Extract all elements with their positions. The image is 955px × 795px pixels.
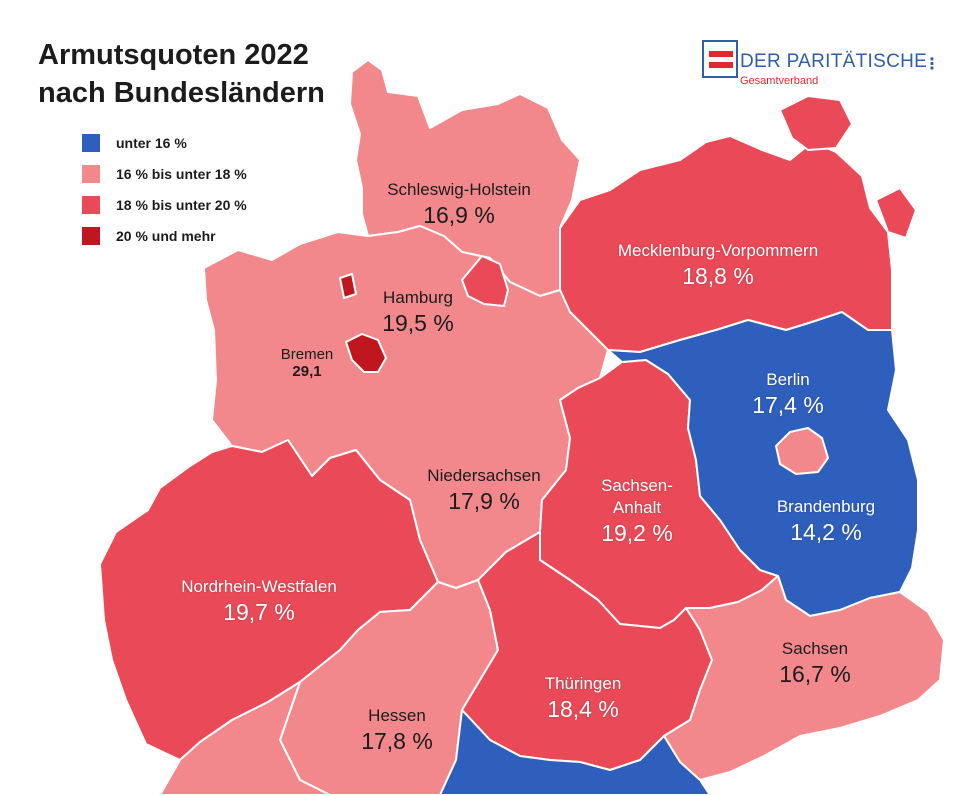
legend-label: unter 16 % (116, 135, 187, 151)
region-rheinland-pfalz (159, 681, 331, 795)
map-title-line1: Armutsquoten 2022 (38, 39, 309, 71)
label-thueringen: Thüringen 18,4 % (545, 673, 622, 723)
region-name: Mecklenburg-Vorpommern (617, 241, 819, 260)
region-value: 18,8 % (682, 263, 754, 289)
region-bayern (439, 709, 711, 795)
region-name: Hamburg (383, 288, 453, 307)
legend-swatch (82, 227, 100, 245)
legend-item: 16 % bis unter 18 % (82, 162, 247, 186)
region-value: 17,4 % (752, 392, 824, 418)
logo-dots-icon: ⋮ (924, 56, 940, 73)
paritaetische-logo[interactable]: DER PARITÄTISCHE Gesamtverband ⋮ (702, 40, 942, 90)
region-bremen[interactable] (345, 333, 387, 373)
legend-swatch (82, 165, 100, 183)
region-name: Thüringen (544, 674, 622, 693)
legend-swatch (82, 196, 100, 214)
region-hamburg[interactable] (461, 255, 509, 307)
legend-item: unter 16 % (82, 131, 247, 155)
region-value: 16,7 % (779, 661, 851, 687)
region-value: 18,4 % (547, 696, 619, 722)
label-hamburg: Hamburg 19,5 % (382, 287, 454, 337)
legend-label: 18 % bis unter 20 % (116, 197, 247, 213)
map-title-line2: nach Bundesländern (38, 77, 325, 109)
region-value: 14,2 % (790, 519, 862, 545)
region-bremerhaven (339, 273, 357, 299)
label-sachsen-anhalt: Sachsen- Anhalt 19,2 % (601, 475, 673, 547)
region-value: 19,2 % (601, 520, 673, 546)
region-name: Nordrhein-Westfalen (181, 577, 337, 596)
label-mecklenburg-vorpommern: Mecklenburg-Vorpommern 18,8 % (618, 240, 818, 290)
logo-name: DER PARITÄTISCHE (740, 51, 928, 72)
region-name: Bremen (280, 346, 334, 363)
region-value: 19,7 % (223, 599, 295, 625)
legend-item: 18 % bis unter 20 % (82, 193, 247, 217)
label-schleswig-holstein: Schleswig-Holstein 16,9 % (387, 179, 531, 229)
logo-subtitle: Gesamtverband (740, 75, 819, 87)
label-nordrhein-westfalen: Nordrhein-Westfalen 19,7 % (181, 576, 337, 626)
region-name: Brandenburg (776, 497, 876, 516)
legend-label: 20 % und mehr (116, 228, 216, 244)
region-value: 19,5 % (382, 310, 454, 336)
logo-mark-icon (702, 40, 738, 78)
region-sachsen[interactable] (663, 575, 945, 781)
label-berlin: Berlin 17,4 % (752, 369, 824, 419)
map-title: Armutsquoten 2022 nach Bundesländern (38, 36, 325, 112)
region-name: Niedersachsen (427, 466, 541, 485)
region-name: Hessen (368, 706, 426, 725)
region-name: Sachsen (781, 639, 849, 658)
legend-label: 16 % bis unter 18 % (116, 166, 247, 182)
region-value: 17,9 % (448, 488, 520, 514)
island-usedom (875, 187, 917, 239)
region-name: Schleswig-Holstein (387, 180, 531, 199)
region-value: 29,1 (292, 363, 322, 380)
region-name-line2: Anhalt (612, 498, 662, 517)
region-value: 16,9 % (423, 202, 495, 228)
legend-swatch (82, 134, 100, 152)
label-brandenburg: Brandenburg 14,2 % (777, 496, 875, 546)
region-value: 17,8 % (361, 728, 433, 754)
label-bremen: Bremen 29,1 (281, 346, 334, 380)
legend-item: 20 % und mehr (82, 224, 247, 248)
island-ruegen (779, 95, 853, 151)
region-name: Berlin (766, 370, 810, 389)
label-hessen: Hessen 17,8 % (361, 705, 433, 755)
label-niedersachsen: Niedersachsen 17,9 % (427, 465, 540, 515)
label-sachsen: Sachsen 16,7 % (779, 638, 851, 688)
legend: unter 16 % 16 % bis unter 18 % 18 % bis … (82, 131, 247, 255)
region-name: Sachsen- (601, 476, 673, 495)
region-berlin[interactable] (775, 427, 829, 475)
